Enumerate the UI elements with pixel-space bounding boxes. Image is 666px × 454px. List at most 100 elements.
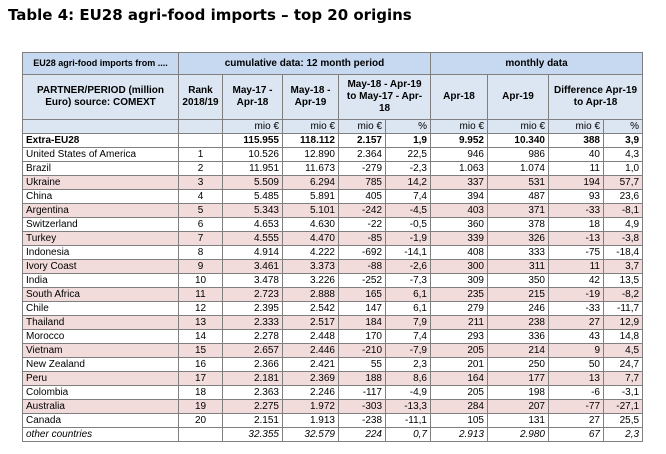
column-header-row: PARTNER/PERIOD (million Euro) source: CO… xyxy=(22,74,644,120)
value-cell: 333 xyxy=(487,245,549,260)
partner-cell: Ivory Coast xyxy=(22,259,179,274)
value-cell: 986 xyxy=(487,147,549,162)
value-cell: 2.246 xyxy=(282,385,339,400)
value-cell: 2,3 xyxy=(602,427,644,442)
rank-cell: 2 xyxy=(178,161,223,176)
value-cell: 23,6 xyxy=(602,189,644,204)
value-cell: 2.913 xyxy=(430,427,488,442)
value-cell: 4,5 xyxy=(602,343,644,358)
value-cell: 11 xyxy=(548,259,604,274)
value-cell: 238 xyxy=(487,315,549,330)
unit-cell: mio € xyxy=(487,119,549,134)
value-cell: 4.470 xyxy=(282,231,339,246)
value-cell: 115.955 xyxy=(222,133,283,148)
partner-cell: Turkey xyxy=(22,231,179,246)
table-row: Morocco 14 2.278 2.448 170 7,4 293 336 43 14,8 xyxy=(22,329,644,344)
value-cell: 5.891 xyxy=(282,189,339,204)
value-cell: 170 xyxy=(338,329,386,344)
value-cell: 3,9 xyxy=(602,133,644,148)
value-cell: 211 xyxy=(430,315,488,330)
table-row: Switzerland 6 4.653 4.630 -22 -0,5 360 378 18 4,9 xyxy=(22,217,644,232)
value-cell: 214 xyxy=(487,343,549,358)
value-cell: -33 xyxy=(548,301,604,316)
value-cell: 27 xyxy=(548,315,604,330)
value-cell: 13,5 xyxy=(602,273,644,288)
rank-cell: 16 xyxy=(178,357,223,372)
value-cell: 405 xyxy=(338,189,386,204)
value-cell: 205 xyxy=(430,343,488,358)
value-cell: 13 xyxy=(548,371,604,386)
value-cell: 22,5 xyxy=(385,147,431,162)
value-cell: 25,5 xyxy=(602,413,644,428)
value-cell: 3,7 xyxy=(602,259,644,274)
value-cell: -4,5 xyxy=(385,203,431,218)
blank-cell xyxy=(178,133,223,148)
value-cell: 177 xyxy=(487,371,549,386)
value-cell: 224 xyxy=(338,427,386,442)
value-cell: 2.369 xyxy=(282,371,339,386)
partner-cell: Morocco xyxy=(22,329,179,344)
rank-cell: 18 xyxy=(178,385,223,400)
value-cell: 205 xyxy=(430,385,488,400)
value-cell: 250 xyxy=(487,357,549,372)
rank-cell: 1 xyxy=(178,147,223,162)
value-cell: 2,3 xyxy=(385,357,431,372)
value-cell: 2.157 xyxy=(338,133,386,148)
value-cell: 1.913 xyxy=(282,413,339,428)
rank-cell: 14 xyxy=(178,329,223,344)
value-cell: 246 xyxy=(487,301,549,316)
rank-cell: 8 xyxy=(178,245,223,260)
value-cell: 350 xyxy=(487,273,549,288)
value-cell: -117 xyxy=(338,385,386,400)
column-header: Difference Apr-19 to Apr-18 xyxy=(547,74,644,120)
value-cell: 293 xyxy=(430,329,488,344)
table-row: Canada 20 2.151 1.913 -238 -11,1 105 131 27 25,5 xyxy=(22,413,644,428)
value-cell: 0,7 xyxy=(385,427,431,442)
value-cell: -13,3 xyxy=(385,399,431,414)
value-cell: 8,6 xyxy=(385,371,431,386)
value-cell: 118.112 xyxy=(282,133,339,148)
partner-cell: New Zealand xyxy=(22,357,179,372)
rank-cell: 3 xyxy=(178,175,223,190)
value-cell: -238 xyxy=(338,413,386,428)
value-cell: 50 xyxy=(548,357,604,372)
title: Table 4: EU28 agri-food imports – top 20… xyxy=(8,6,412,24)
partner-cell: South Africa xyxy=(22,287,179,302)
value-cell: 2.364 xyxy=(338,147,386,162)
rank-cell: 6 xyxy=(178,217,223,232)
value-cell: -3,1 xyxy=(602,385,644,400)
value-cell: 339 xyxy=(430,231,488,246)
value-cell: 2.421 xyxy=(282,357,339,372)
partner-cell: other countries xyxy=(22,427,179,442)
value-cell: 42 xyxy=(548,273,604,288)
rank-cell: 15 xyxy=(178,343,223,358)
value-cell: 4,9 xyxy=(602,217,644,232)
rank-cell: 5 xyxy=(178,203,223,218)
value-cell: 394 xyxy=(430,189,488,204)
partner-cell: Thailand xyxy=(22,315,179,330)
value-cell: 93 xyxy=(548,189,604,204)
value-cell: 336 xyxy=(487,329,549,344)
partner-cell: India xyxy=(22,273,179,288)
value-cell: -22 xyxy=(338,217,386,232)
value-cell: 32.579 xyxy=(282,427,339,442)
value-cell: 2.151 xyxy=(222,413,283,428)
value-cell: -75 xyxy=(548,245,604,260)
value-cell: 10.526 xyxy=(222,147,283,162)
partner-cell: Peru xyxy=(22,371,179,386)
value-cell: 3.373 xyxy=(282,259,339,274)
unit-cell: % xyxy=(385,119,431,134)
units-row: mio € mio € mio €% mio € mio € mio €% xyxy=(22,119,644,134)
unit-cell: mio € xyxy=(338,119,386,134)
value-cell: 337 xyxy=(430,175,488,190)
partner-cell: Brazil xyxy=(22,161,179,176)
value-cell: 24,7 xyxy=(602,357,644,372)
group-header: cumulative data: 12 month period xyxy=(178,52,431,75)
value-cell: 360 xyxy=(430,217,488,232)
value-cell: 4.914 xyxy=(222,245,283,260)
value-cell: -14,1 xyxy=(385,245,431,260)
value-cell: 27 xyxy=(548,413,604,428)
partner-cell: Indonesia xyxy=(22,245,179,260)
value-cell: 4.555 xyxy=(222,231,283,246)
group-header: monthly data xyxy=(429,52,644,75)
